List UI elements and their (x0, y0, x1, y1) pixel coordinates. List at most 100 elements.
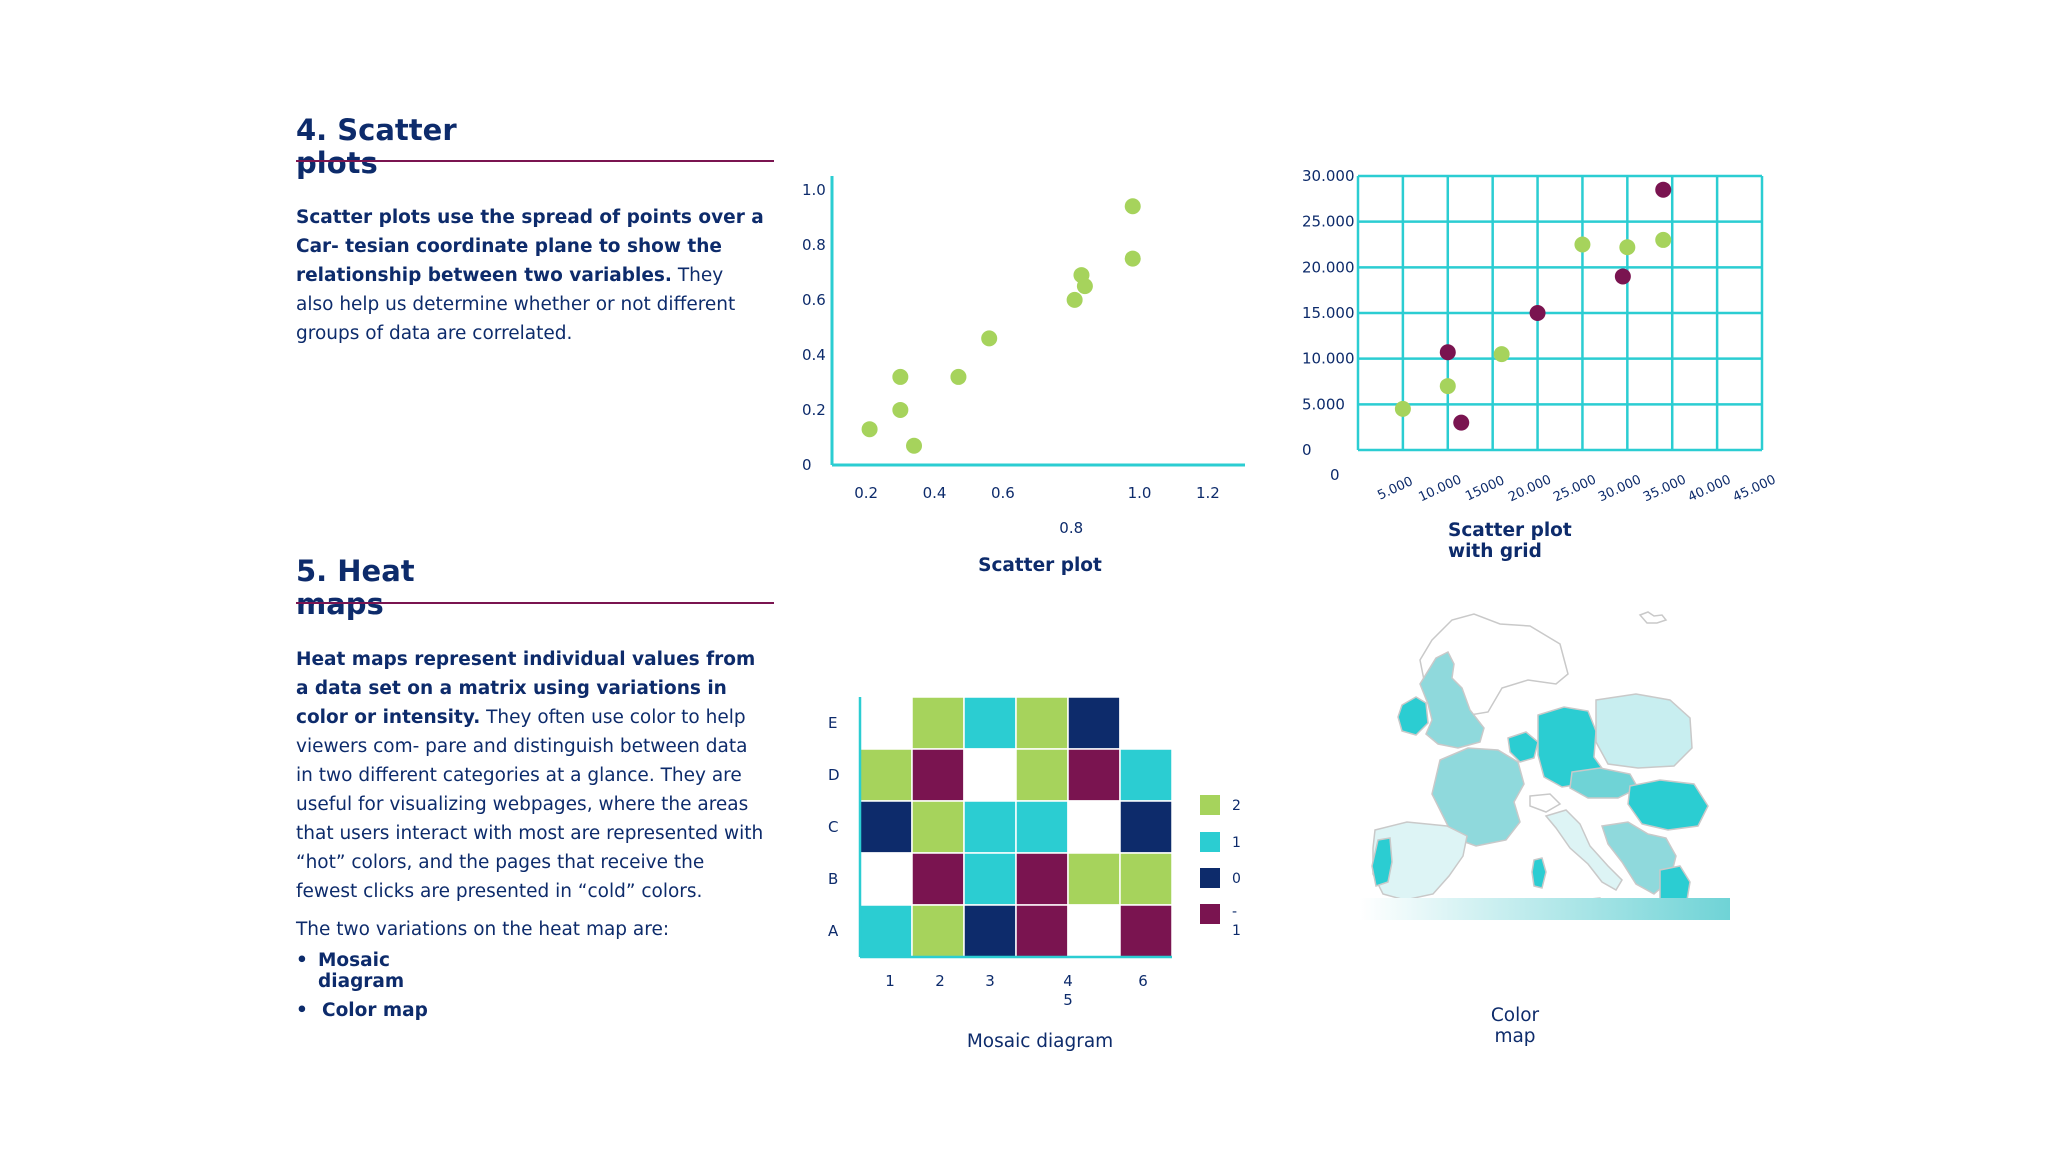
scatter-plot-x-tick: 0.8 (1059, 519, 1083, 537)
map-region-france (1431, 747, 1525, 847)
scatter-plot-y-tick: 1.0 (802, 181, 826, 199)
scatter-grid-x-tick: 30.000 (1596, 472, 1644, 505)
bullet-color-map: Color map (322, 1000, 428, 1021)
scatter-grid-x-tick: 25.000 (1551, 472, 1599, 505)
mosaic-col-label: 3 (985, 972, 995, 990)
mosaic-legend-swatch (1200, 832, 1220, 852)
mosaic-diagram-chart: E D C B A 1 2 3 45 6 2 1 0 - 1 (828, 696, 1241, 1009)
bullet-dot-icon: • (296, 950, 308, 971)
scatter-plot-point (861, 421, 878, 438)
mosaic-cell (911, 904, 965, 958)
mosaic-cell (1119, 904, 1173, 958)
scatter-plot-point (892, 368, 909, 385)
mosaic-row-label: C (828, 818, 838, 836)
mosaic-cell (859, 696, 913, 750)
scatter-plot-point (1124, 250, 1141, 267)
map-region-portugal (1371, 837, 1393, 887)
scatter-plot-x-tick: 0.2 (854, 484, 878, 502)
scatter-grid-point (1439, 378, 1456, 395)
scatter-grid-x-tick: 10.000 (1417, 472, 1465, 505)
scatter-section-title: 4. Scatter plots (296, 113, 457, 180)
scatter-grid-x-tick: 20.000 (1506, 472, 1554, 505)
mosaic-row-label: D (828, 766, 840, 784)
heat-description-bold: Heat maps represent individual values fr… (296, 649, 756, 728)
color-map-caption: Color map (1490, 1005, 1540, 1047)
bullet-mosaic-diagram: Mosaic diagram (318, 950, 405, 992)
scatter-grid-point (1614, 268, 1631, 285)
scatter-plot-x-tick: 0.4 (923, 484, 947, 502)
mosaic-cell (1015, 800, 1069, 854)
mosaic-cell (1015, 852, 1069, 906)
mosaic-legend-label: 0 (1232, 871, 1241, 887)
scatter-grid-x-tick: 45.000 (1731, 472, 1779, 505)
scatter-grid-x-tick: 5.000 (1375, 474, 1415, 503)
scatter-grid-point (1655, 181, 1672, 198)
mosaic-cell (1067, 904, 1121, 958)
mosaic-cell (1119, 696, 1173, 750)
scatter-grid-point (1574, 236, 1591, 253)
map-region-switzerland (1529, 793, 1562, 813)
list-item: • Mosaic diagram (296, 950, 496, 992)
scatter-grid-y-tick: 0 (1302, 441, 1312, 459)
map-region-iceland (1638, 611, 1668, 624)
scatter-description: Scatter plots use the spread of points o… (296, 203, 766, 348)
scatter-plot-x-tick: 1.0 (1128, 484, 1152, 502)
scatter-plot-point (981, 330, 998, 347)
scatter-grid-x-tick: 35.000 (1641, 472, 1689, 505)
scatter-plot-point (1124, 198, 1141, 215)
mosaic-legend-label: - (1232, 904, 1237, 920)
scatter-plot-y-tick: 0.8 (802, 236, 826, 254)
mosaic-legend-swatch (1200, 904, 1220, 924)
map-region-italy (1544, 809, 1623, 892)
mosaic-cell (963, 800, 1017, 854)
mosaic-legend-label: 2 (1232, 798, 1241, 814)
mosaic-cell (911, 748, 965, 802)
mosaic-diagram-caption: Mosaic diagram (966, 1031, 1114, 1052)
mosaic-cell (1119, 800, 1173, 854)
mosaic-row-label: E (828, 714, 837, 732)
mosaic-col-label: 5 (1063, 991, 1073, 1009)
mosaic-cell (1015, 748, 1069, 802)
mosaic-cell (1015, 696, 1069, 750)
mosaic-col-label: 1 (885, 972, 895, 990)
scatter-grid-point (1394, 400, 1411, 417)
mosaic-cell (1119, 748, 1173, 802)
scatter-grid-y-tick: 15.000 (1302, 304, 1355, 322)
mosaic-cell (859, 852, 913, 906)
scatter-grid-x-tick: 40.000 (1686, 472, 1734, 505)
heat-variations-list: • Mosaic diagram • Color map (296, 950, 496, 1021)
list-item: • Color map (296, 1000, 496, 1021)
map-region-central (1569, 767, 1640, 799)
mosaic-cell (1015, 904, 1069, 958)
mosaic-legend-swatch (1200, 795, 1220, 815)
mosaic-cell (1067, 748, 1121, 802)
scatter-grid-y-tick: 10.000 (1302, 350, 1355, 368)
map-scale-gradient (1360, 898, 1730, 920)
mosaic-cell (1067, 800, 1121, 854)
scatter-grid-y-tick: 5.000 (1302, 395, 1345, 413)
mosaic-legend-label: 1 (1232, 923, 1241, 939)
mosaic-cell (859, 748, 913, 802)
mosaic-cell (963, 852, 1017, 906)
scatter-plot-caption: Scatter plot (978, 555, 1102, 576)
europe-color-map: 0%10%30%50%70%100% (1360, 611, 1730, 920)
mosaic-legend-label: 1 (1232, 835, 1241, 851)
scatter-plot-x-tick: 1.2 (1196, 484, 1220, 502)
mosaic-cell (859, 904, 913, 958)
scatter-plot-y-tick: 0 (802, 456, 812, 474)
mosaic-cell (1119, 852, 1173, 906)
scatter-description-bold: Scatter plots use the spread of points o… (296, 207, 764, 286)
mosaic-col-label: 4 (1063, 972, 1073, 990)
scatter-grid-y-tick: 25.000 (1302, 213, 1355, 231)
heat-description: Heat maps represent individual values fr… (296, 645, 766, 906)
scatter-grid-point (1493, 346, 1510, 363)
mosaic-cell (911, 696, 965, 750)
mosaic-cell (911, 852, 965, 906)
scatter-grid-point (1453, 414, 1470, 431)
mosaic-cell (859, 800, 913, 854)
heat-title-rule (296, 602, 774, 604)
scatter-grid-point (1439, 344, 1456, 361)
map-region-benelux (1507, 731, 1539, 763)
scatter-grid-y-tick: 30.000 (1302, 167, 1355, 185)
